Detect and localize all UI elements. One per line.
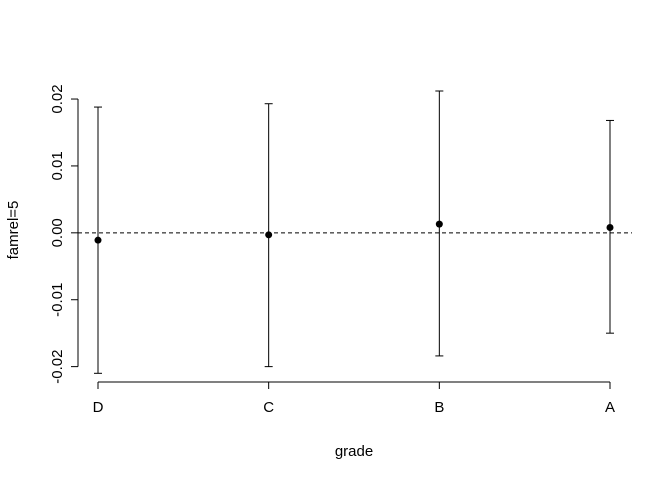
y-tick-label: 0.00: [49, 218, 66, 247]
data-point: [435, 220, 443, 228]
y-tick-label: 0.01: [49, 151, 66, 180]
x-tick-label: A: [605, 399, 615, 416]
data-point: [606, 223, 614, 231]
x-tick-label: C: [263, 399, 274, 416]
y-tick-label: -0.02: [49, 350, 66, 384]
x-axis-title: grade: [335, 443, 373, 460]
y-tick-label: -0.01: [49, 283, 66, 317]
plot-area: -0.02 -0.01 0.00 0.01 0.02 D C B A: [49, 84, 632, 416]
x-tick-label: D: [93, 399, 104, 416]
y-tick-label: 0.02: [49, 84, 66, 113]
y-axis-title: famrel=5: [5, 201, 22, 260]
x-tick-label: B: [434, 399, 444, 416]
data-point: [94, 236, 102, 244]
data-point: [265, 231, 273, 239]
